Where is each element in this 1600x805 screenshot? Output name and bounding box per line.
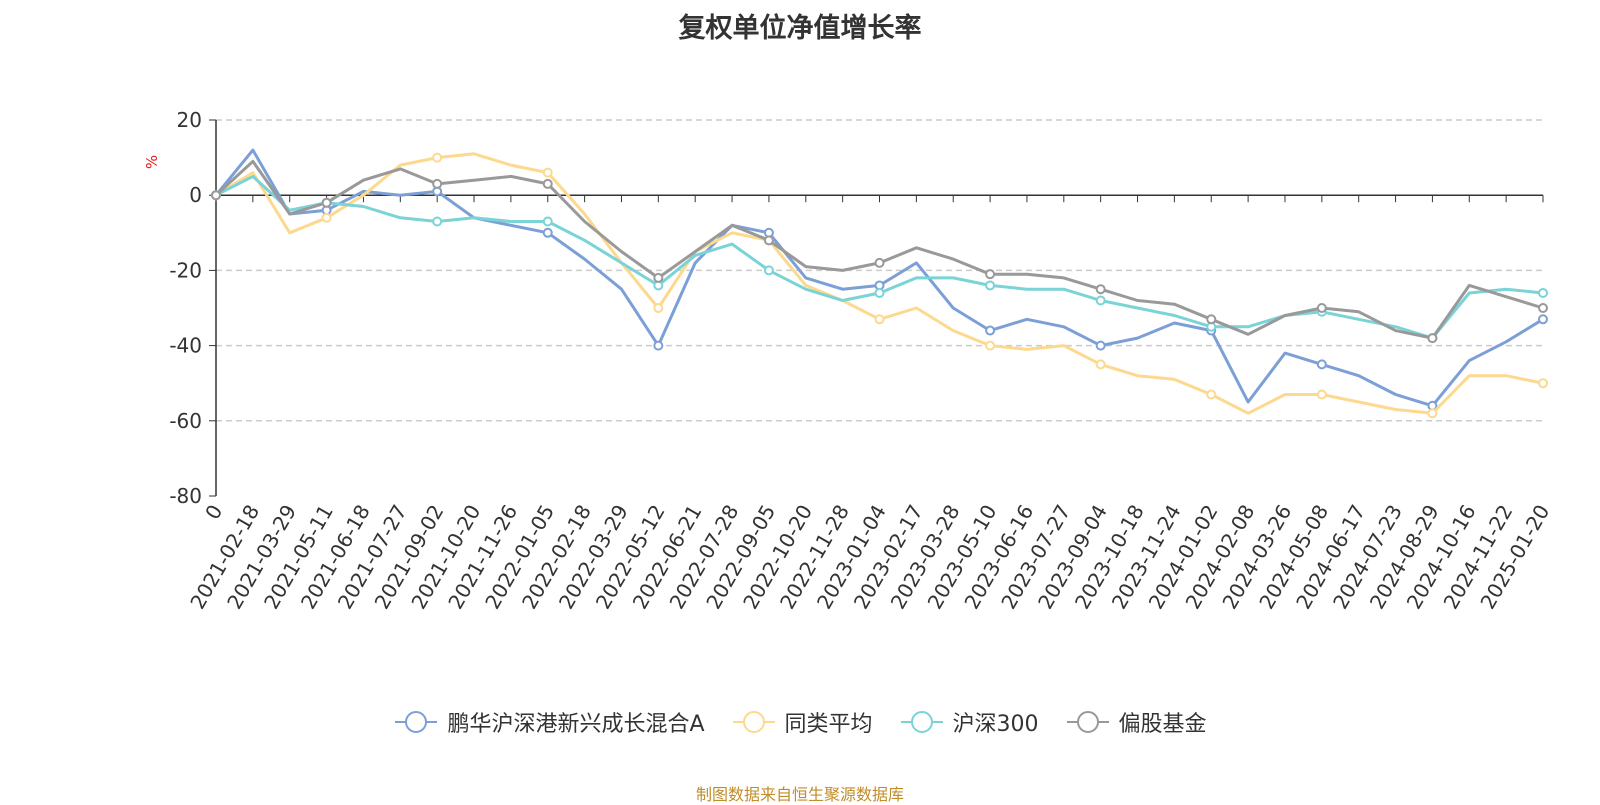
data-point [432,152,443,163]
source-footer: 制图数据来自恒生聚源数据库 [695,785,904,804]
data-point [1095,295,1106,306]
x-tick-label: 0 [200,501,227,524]
y-tick-label: -60 [169,409,202,433]
series-line [214,148,1544,408]
data-point [1095,340,1106,351]
legend-item[interactable]: 鹏华沪深港新兴成长混合A [393,706,705,738]
data-point [1538,378,1548,389]
axes [209,119,1544,497]
series-0 [211,148,1548,411]
data-point [321,197,332,208]
data-point [1427,408,1438,419]
legend-label: 偏股基金 [1118,712,1207,737]
data-point [653,303,664,313]
legend-label: 同类平均 [784,712,873,737]
series-3 [211,159,1548,344]
data-point [321,212,332,223]
y-tick-labels: 20 0 -20 -40 -60 -80 [169,108,202,508]
data-point [1316,389,1327,400]
y-tick-label: 0 [189,183,202,207]
legend-label: 鹏华沪深港新兴成长混合A [447,712,705,737]
data-point [542,178,553,189]
series-line [214,159,1544,340]
y-tick-label: -20 [169,258,202,282]
data-point [985,280,996,291]
data-point [1316,303,1327,313]
chart-title: 复权单位净值增长率 [678,13,922,44]
legend-marker-icon [900,711,943,733]
line-chart: 20 0 -20 -40 -60 -80 02021-02-182021-03-29202… [143,108,1554,614]
data-point [874,314,885,325]
legend-marker-icon [732,711,775,733]
data-point [1538,303,1548,313]
legend-marker-icon [395,711,438,733]
data-point [542,216,553,227]
legend-item[interactable]: 沪深300 [899,706,1039,738]
data-point [874,257,885,268]
y-tick-label: 20 [177,108,202,132]
data-point [542,167,553,178]
grid-lines [216,119,1543,422]
legend: 鹏华沪深港新兴成长混合A 同类平均 沪深300 偏股基金 [0,706,1600,738]
data-point [1095,359,1106,370]
data-point [653,272,664,283]
data-point [1538,287,1548,298]
legend-label: 沪深300 [952,712,1039,737]
data-point [432,178,443,189]
x-tick-labels: 02021-02-182021-03-292021-05-112021-06-1… [185,501,1554,614]
data-point [1095,284,1106,295]
data-point [1206,314,1217,325]
data-point [985,325,996,336]
data-point [763,235,774,246]
data-point [1427,333,1438,344]
legend-item[interactable]: 偏股基金 [1065,706,1207,738]
data-point [1316,359,1327,370]
series-lines [211,148,1548,419]
y-axis-label: % [143,155,161,169]
data-point [1538,314,1548,325]
data-point [653,340,664,351]
data-point [985,269,996,280]
legend-item[interactable]: 同类平均 [731,706,873,738]
data-point [985,340,996,351]
data-point [1206,389,1217,400]
data-point [874,287,885,298]
data-point [211,190,221,201]
data-point [542,227,553,238]
y-tick-label: -80 [169,484,202,508]
y-tick-label: -40 [169,334,202,358]
data-point [763,265,774,276]
legend-marker-icon [1066,711,1109,733]
data-point [432,216,443,227]
